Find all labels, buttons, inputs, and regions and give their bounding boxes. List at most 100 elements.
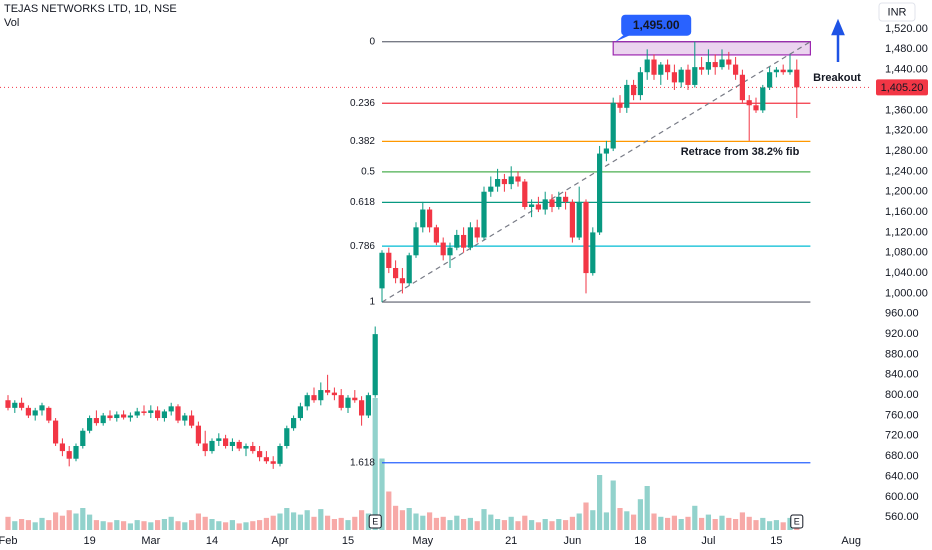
volume-bar — [372, 398, 378, 530]
volume-bar — [46, 520, 52, 530]
volume-bar — [393, 505, 399, 530]
candle-body — [284, 428, 290, 447]
volume-bar — [87, 514, 93, 530]
candle-body — [712, 62, 718, 68]
volume-bar — [637, 499, 643, 530]
volume-bar — [345, 520, 351, 530]
candle-body — [413, 227, 419, 256]
fib-label: 0.236 — [350, 98, 375, 109]
volume-bar — [454, 515, 460, 530]
candle-body — [617, 102, 623, 108]
volume-bar — [420, 515, 426, 530]
y-tick-label: 720.00 — [885, 430, 919, 442]
y-tick-label: 600.00 — [885, 491, 919, 503]
candle-body — [522, 181, 528, 207]
volume-bar — [359, 510, 365, 530]
candle-body — [427, 209, 433, 228]
candle-body — [263, 457, 269, 462]
volume-bar — [590, 510, 596, 530]
candle-body — [624, 84, 630, 108]
currency-box[interactable] — [878, 2, 916, 22]
y-tick-label: 800.00 — [885, 389, 919, 401]
volume-bar — [773, 520, 779, 530]
candle-body — [576, 201, 582, 238]
volume-bar — [365, 513, 371, 530]
candle-body — [488, 186, 494, 192]
candle-body — [767, 72, 773, 88]
volume-bar — [535, 522, 541, 530]
x-tick-label: 15 — [770, 535, 782, 547]
candle-body — [739, 74, 745, 101]
y-tick-label: 1,200.00 — [885, 186, 928, 198]
volume-bar — [522, 515, 528, 530]
retrace-note: Retrace from 38.2% fib — [681, 146, 800, 158]
candle-body — [454, 234, 460, 248]
volume-bar — [617, 508, 623, 530]
volume-bar — [719, 515, 725, 530]
candle-body — [107, 415, 113, 419]
volume-bar — [787, 517, 793, 530]
candle-body — [733, 64, 739, 75]
candle-body — [73, 446, 79, 459]
volume-bar — [658, 516, 664, 530]
candle-body — [25, 407, 31, 416]
candle-body — [610, 102, 616, 149]
candle-body — [39, 405, 45, 411]
y-tick-label: 1,280.00 — [885, 145, 928, 157]
candle-body — [692, 67, 698, 85]
earnings-box — [368, 514, 382, 529]
x-tick-label: Jun — [564, 535, 582, 547]
candle-body — [53, 420, 59, 444]
volume-bar — [447, 520, 453, 530]
y-tick-label: 1,120.00 — [885, 226, 928, 238]
volume-bar — [141, 521, 147, 530]
candle-body — [549, 199, 555, 207]
volume-bar — [93, 520, 99, 530]
chart-title: TEJAS NETWORKS LTD, 1D, NSE — [4, 3, 177, 15]
y-tick-label: 640.00 — [885, 470, 919, 482]
volume-bar — [236, 523, 242, 530]
currency[interactable]: INR — [888, 6, 907, 18]
volume-bar — [610, 480, 616, 530]
candle-body — [665, 64, 671, 73]
volume-bar — [699, 517, 705, 530]
volume-bar — [263, 517, 269, 530]
volume-bar — [73, 513, 79, 530]
candle-body — [189, 415, 195, 426]
candle-body — [508, 176, 514, 185]
volume-bar — [726, 517, 732, 530]
candle-body — [134, 411, 140, 416]
candle-body — [114, 414, 120, 419]
volume-bar — [352, 516, 358, 530]
volume-bar — [338, 517, 344, 530]
x-tick-label: 19 — [83, 535, 95, 547]
volume-bar — [753, 520, 759, 530]
earnings-box — [790, 514, 804, 529]
volume-bar — [32, 522, 38, 530]
candle-body — [223, 438, 229, 447]
x-tick-label: 15 — [342, 535, 354, 547]
candle-body — [726, 59, 732, 65]
x-tick-label: May — [412, 535, 433, 547]
volume-bar — [767, 521, 773, 530]
volume-bar — [549, 521, 555, 530]
y-tick-label: 960.00 — [885, 308, 919, 320]
candle-body — [250, 446, 256, 452]
candle-body — [331, 392, 337, 396]
candle-body — [685, 69, 691, 85]
volume-bar — [277, 513, 283, 530]
candle-body — [603, 148, 609, 154]
volume-bar — [603, 512, 609, 530]
volume-bar — [474, 521, 480, 530]
volume-bar — [243, 522, 249, 530]
breakout-note: Breakout — [813, 72, 861, 84]
volume-bar — [12, 521, 18, 530]
volume-bar — [440, 516, 446, 530]
x-tick-label: Feb — [0, 535, 17, 547]
volume-bar — [257, 520, 263, 530]
x-tick-label: Jul — [701, 535, 715, 547]
volume-bar — [250, 521, 256, 530]
volume-bar — [671, 515, 677, 530]
volume-bar — [189, 520, 195, 530]
